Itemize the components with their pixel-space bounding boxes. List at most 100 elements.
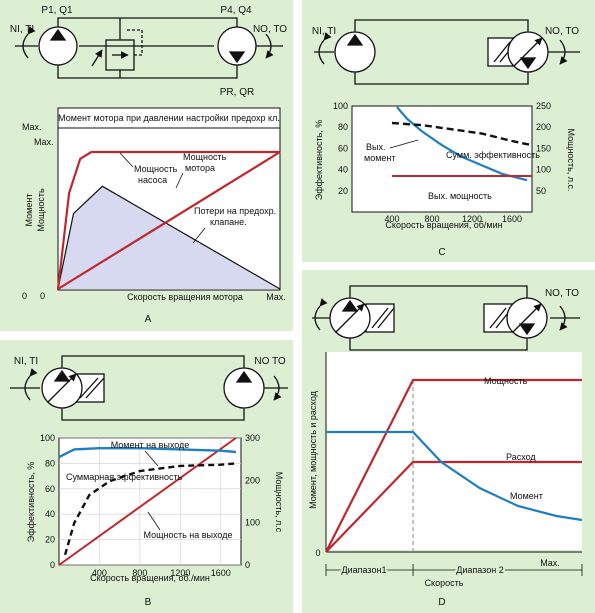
- panel-c: NI, TI NO, TO 20 40 60 80 100 50 100 150 200 250 4…: [302, 0, 595, 262]
- chart-b-grid: [59, 437, 241, 566]
- chart-c-ticks: 20 40 60 80 100 50 100 150 200 250 400 800 1200 1600: [333, 101, 551, 224]
- label-noto-d: NO, TO: [545, 288, 579, 299]
- chart-c-ylabel-right: Мощность, л.с.: [566, 128, 576, 191]
- chart-d-ylabel: Момент, мощность и расход: [308, 390, 318, 509]
- series-d-power: [325, 378, 582, 553]
- chart-a-zero-2: 0: [40, 291, 45, 301]
- chart-b-ylabel-right: Мощность, л.с: [274, 472, 284, 533]
- tick-label-x: 1200: [170, 568, 190, 578]
- annotation-d-torque: Момент: [510, 491, 543, 501]
- series-a-motor-power: [57, 151, 281, 290]
- tick-label-right: 250: [536, 101, 551, 111]
- annotation-motor-power-leader: [175, 172, 184, 189]
- chart-b-ticks: 0 20 40 60 80 100 400 800 1200 1600 0 100 200 300: [40, 433, 260, 578]
- panel-a: P1, Q1 P4, Q4 NI, TI NO, TO PR, QR Момен…: [0, 0, 293, 331]
- label-niti-b: NI, TI: [14, 356, 38, 367]
- series-b-power-out: [58, 437, 237, 566]
- annotation-b-torque-leader: [144, 450, 159, 467]
- panel-a-schematic: [15, 17, 283, 79]
- annotation-pump-power-1: Мощность: [134, 164, 178, 174]
- tick-label-left: 20: [338, 186, 348, 196]
- chart-d-range2: Диапазон 2: [456, 565, 503, 575]
- tick-label-x: 1600: [211, 568, 231, 578]
- tick-label-left: 40: [338, 165, 348, 175]
- tick-label-right: 200: [245, 475, 260, 485]
- annotation-b-power: Мощность на выходе: [144, 530, 233, 540]
- tick-label-right: 50: [536, 186, 546, 196]
- annotation-c-torque-1: Вых.: [366, 142, 385, 152]
- tick-label-right: 200: [536, 122, 551, 132]
- tick-label-x: 400: [384, 214, 399, 224]
- label-prqr: PR, QR: [220, 87, 254, 98]
- panel-d-schematic: [312, 285, 580, 351]
- panel-b-letter: B: [145, 597, 152, 608]
- annotation-d-flow: Расход: [506, 452, 536, 462]
- tick-label-left: 100: [40, 433, 55, 443]
- tick-label-right: 100: [245, 518, 260, 528]
- label-niti-c: NI, TI: [312, 26, 336, 37]
- tick-label-left: 0: [50, 560, 55, 570]
- chart-a-xlabel: Скорость вращения мотора: [127, 292, 243, 302]
- chart-a-losses-area: [58, 186, 280, 289]
- annotation-motor-power-1: Мощность: [183, 152, 227, 162]
- chart-b-ylabel-left: Эффективность, %: [26, 462, 36, 543]
- chart-c-ylabel-left: Эффективность, %: [314, 120, 324, 201]
- panel-d: NO, TO Мощность Расход Момент 0 Max. Мом…: [302, 270, 595, 613]
- tick-label-right: 150: [536, 143, 551, 153]
- chart-d-zero: 0: [315, 548, 320, 558]
- annotation-b-total-eff: Суммарная эффективность: [66, 472, 183, 482]
- tick-label-left: 80: [45, 458, 55, 468]
- annotation-c-total-eff: Сумм. эффективность: [446, 150, 540, 160]
- chart-d-xlabel: Скорость: [425, 578, 464, 588]
- annotation-c-torque-2: момент: [364, 153, 395, 163]
- tick-label-right: 0: [245, 560, 250, 570]
- panel-b-schematic: [10, 355, 288, 421]
- chart-a-ymax-2: Max.: [34, 137, 54, 147]
- tick-label-left: 40: [45, 509, 55, 519]
- chart-b-xlabel: Скорость вращения, об./мин: [90, 573, 210, 583]
- tick-label-right: 300: [245, 433, 260, 443]
- label-noto-b: NO TO: [254, 356, 286, 367]
- annotation-c-power: Вых. мощность: [428, 191, 492, 201]
- series-d-flow: [325, 460, 582, 553]
- series-c-torque-out: [396, 106, 528, 182]
- annotation-pump-power-2: насоса: [138, 175, 167, 185]
- tick-label-x: 400: [92, 568, 107, 578]
- tick-label-left: 60: [45, 484, 55, 494]
- series-a-losses: [57, 185, 281, 290]
- series-d-torque: [326, 430, 583, 522]
- annotation-d-power: Мощность: [484, 376, 528, 386]
- annotation-losses-1: Потери на предохр.: [194, 206, 276, 216]
- annotation-c-torque-leader: [389, 139, 419, 149]
- annotation-b-torque: Момент на выходе: [111, 440, 190, 450]
- chart-d-xmax: Max.: [540, 558, 560, 568]
- annotation-losses-2: клапане.: [210, 217, 247, 227]
- label-p4q4: P4, Q4: [220, 5, 252, 16]
- annotation-motor-power-2: мотора: [185, 163, 215, 173]
- tick-label-left: 60: [338, 143, 348, 153]
- chart-a-xmax: Max.: [266, 292, 286, 302]
- tick-label-x: 800: [424, 214, 439, 224]
- series-c-total-eff: [391, 121, 533, 147]
- chart-c-xlabel: Скорость вращения, об/мин: [385, 220, 502, 230]
- chart-d-range1: Диапазон1: [342, 565, 387, 575]
- annotation-pump-power-leader: [119, 152, 134, 168]
- tick-label-x: 800: [132, 568, 147, 578]
- tick-label-right: 100: [536, 165, 551, 175]
- label-p1q1: P1, Q1: [41, 5, 73, 16]
- annotation-losses-leader: [192, 227, 206, 244]
- panel-c-letter: C: [438, 247, 445, 258]
- chart-a-title: Момент мотора при давлении настройки пре…: [58, 113, 280, 123]
- tick-label-x: 1600: [502, 214, 522, 224]
- chart-a-zero-1: 0: [22, 291, 27, 301]
- tick-label-x: 1200: [462, 214, 482, 224]
- panel-d-letter: D: [438, 597, 445, 608]
- chart-d-range-bar: [325, 564, 583, 576]
- label-noto: NO, TO: [253, 24, 287, 35]
- panel-c-schematic: [314, 19, 580, 85]
- tick-label-left: 80: [338, 122, 348, 132]
- tick-label-left: 100: [333, 101, 348, 111]
- tick-label-left: 20: [45, 535, 55, 545]
